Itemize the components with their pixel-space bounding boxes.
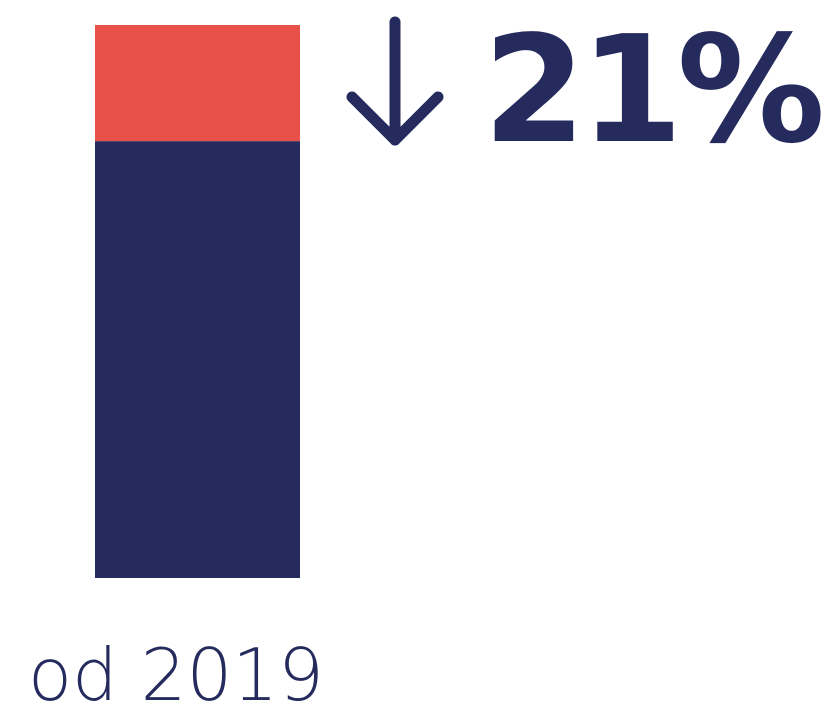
arrow-head: [346, 91, 444, 146]
bar-segment: [95, 141, 300, 578]
down-arrow: [346, 16, 444, 146]
bar-segment: [95, 25, 300, 142]
category-label: od 2019: [28, 633, 324, 710]
value-label: 21%: [483, 4, 821, 176]
